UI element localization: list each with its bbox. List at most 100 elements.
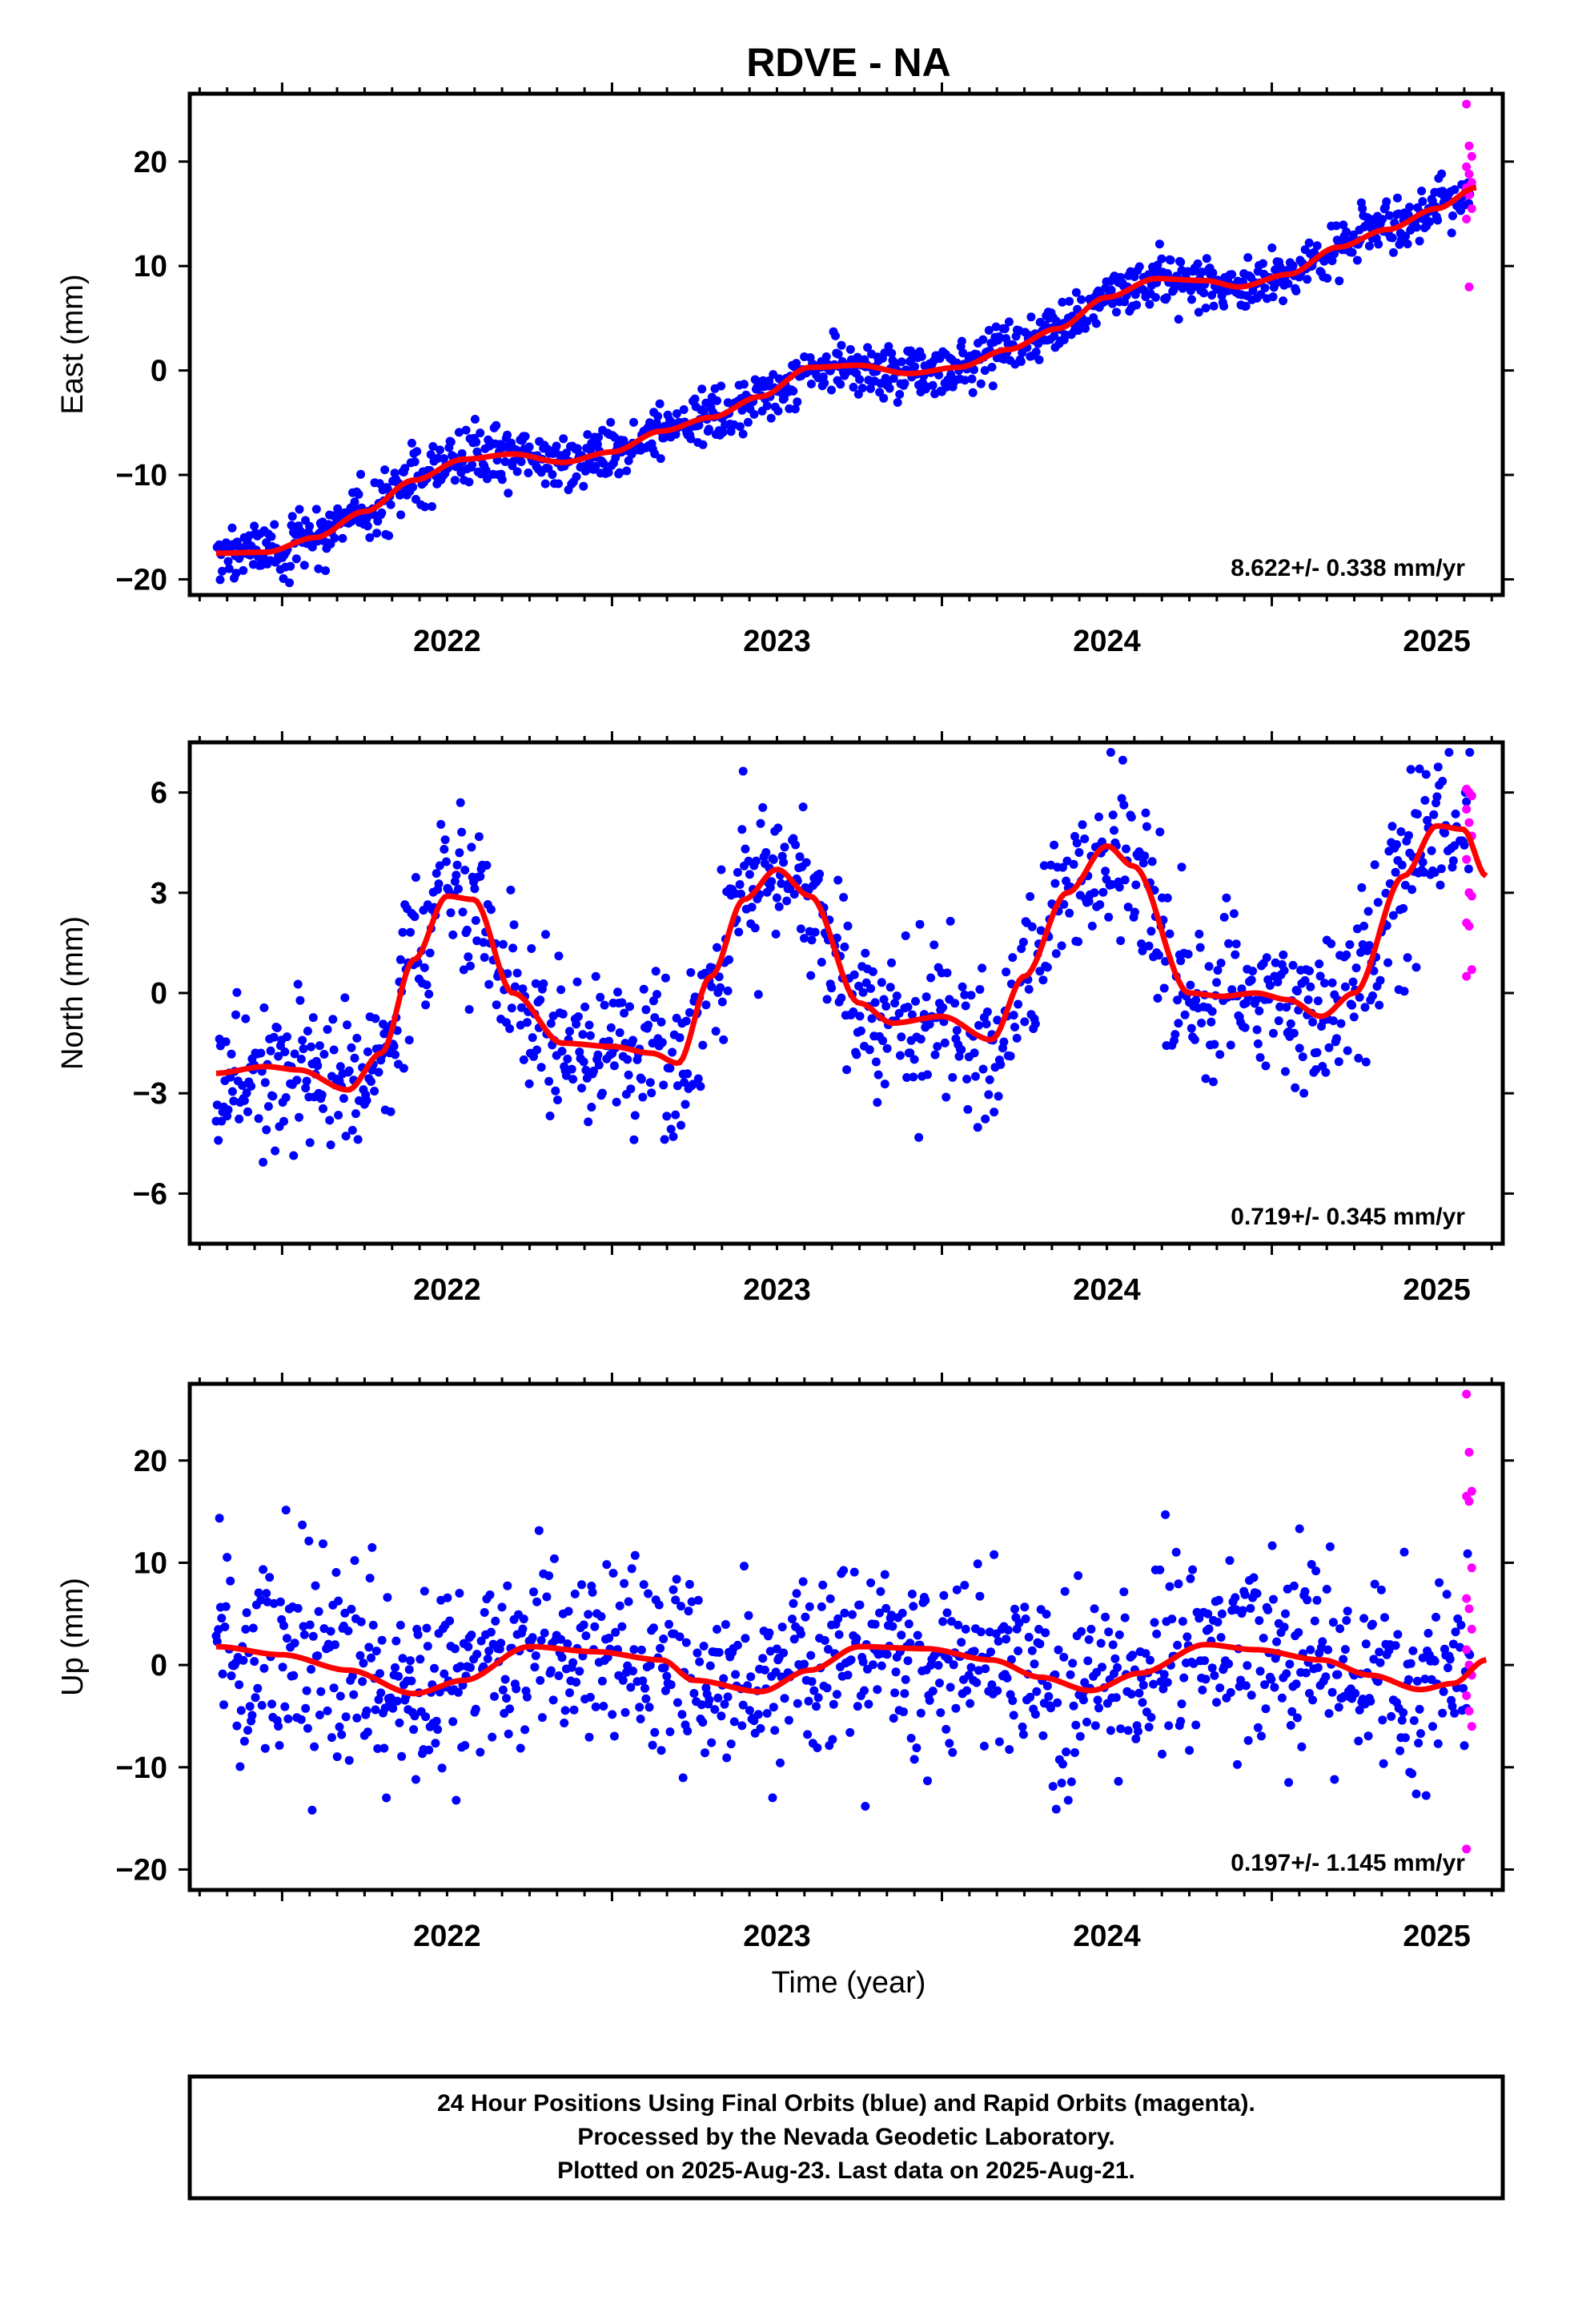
up-final-point [332, 1752, 342, 1762]
north-final-point [1126, 812, 1136, 822]
north-rapid-point [1467, 791, 1476, 801]
north-final-point [343, 1020, 351, 1030]
north-final-point [325, 1116, 335, 1125]
north-final-point [600, 1000, 609, 1010]
north-final-point [771, 929, 781, 939]
up-final-point [239, 1736, 249, 1746]
up-final-point [1321, 1672, 1331, 1682]
north-final-point [902, 1073, 912, 1082]
north-final-point [946, 916, 955, 926]
east-final-point [1209, 301, 1219, 311]
up-final-point [1141, 1649, 1150, 1659]
north-final-point [509, 920, 519, 930]
up-final-point [588, 1587, 597, 1597]
up-final-point [413, 1630, 423, 1639]
up-final-point [1030, 1659, 1039, 1669]
up-final-point [1355, 1705, 1364, 1715]
east-final-point [833, 349, 843, 359]
up-final-point [928, 1687, 938, 1696]
up-final-point [1090, 1721, 1100, 1731]
up-final-point [662, 1671, 672, 1681]
north-final-point [410, 912, 420, 922]
up-final-point [608, 1710, 617, 1719]
east-final-point [512, 467, 522, 476]
up-final-point [1267, 1675, 1276, 1684]
east-final-point [1323, 274, 1332, 283]
up-final-point [1185, 1746, 1195, 1755]
east-final-point [1241, 301, 1251, 311]
up-final-point [314, 1606, 323, 1616]
east-final-point [592, 440, 602, 449]
east-final-point [1058, 297, 1067, 307]
up-final-point [410, 1711, 420, 1721]
north-final-point [1342, 950, 1351, 959]
up-final-point [758, 1654, 768, 1663]
north-final-point [299, 1044, 308, 1054]
up-final-point [383, 1593, 392, 1602]
up-final-point [308, 1631, 318, 1641]
east-frame [187, 91, 1505, 597]
north-final-point [269, 1032, 279, 1042]
up-final-point [1216, 1633, 1226, 1642]
up-final-point [1014, 1618, 1024, 1628]
up-final-point [1303, 1595, 1312, 1605]
north-final-point [1116, 936, 1126, 946]
up-final-point [217, 1614, 227, 1623]
up-final-point [818, 1580, 828, 1590]
north-final-point [448, 930, 458, 939]
up-final-point [304, 1536, 314, 1546]
up-final-point [765, 1628, 774, 1638]
north-final-point [1118, 755, 1127, 765]
east-final-point [483, 474, 492, 484]
up-final-point [1077, 1626, 1086, 1636]
up-final-point [659, 1634, 669, 1643]
up-final-point [1305, 1689, 1314, 1698]
north-final-point [557, 1047, 567, 1056]
up-final-point [371, 1647, 381, 1656]
east-final-point [1199, 288, 1209, 298]
up-final-point [1442, 1590, 1452, 1599]
north-final-point [1295, 1043, 1304, 1053]
east-final-point [1150, 292, 1160, 302]
up-final-point [248, 1623, 258, 1633]
east-final-point [356, 469, 365, 479]
up-final-point [1257, 1731, 1266, 1741]
north-final-point [1354, 1053, 1363, 1063]
up-final-point [485, 1590, 495, 1599]
north-final-point [541, 930, 550, 939]
east-final-point [671, 429, 681, 439]
north-final-point [982, 1019, 991, 1029]
up-final-point [852, 1634, 861, 1643]
east-final-point [686, 434, 696, 444]
north-final-point [1176, 956, 1186, 966]
up-final-point [1009, 1711, 1018, 1720]
up-rapid-point [1464, 1448, 1474, 1457]
north-final-point [1095, 900, 1105, 910]
up-final-point [1238, 1606, 1247, 1615]
north-final-point [498, 939, 508, 949]
north-final-point [442, 857, 451, 866]
north-rapid-point [1467, 891, 1476, 901]
north-final-point [589, 1066, 598, 1076]
up-final-point [644, 1703, 654, 1712]
up-final-point [1174, 1579, 1183, 1589]
east-final-point [239, 565, 248, 575]
north-final-point [796, 924, 805, 934]
north-final-point [716, 983, 725, 992]
north-final-point [665, 1063, 675, 1073]
north-final-point [1154, 951, 1163, 960]
up-final-point [756, 1723, 765, 1733]
north-final-point [624, 1070, 633, 1080]
up-final-point [1243, 1661, 1252, 1671]
up-final-point [1311, 1566, 1321, 1576]
up-final-point [1451, 1627, 1460, 1637]
east-final-point [897, 357, 906, 367]
up-final-point [1021, 1614, 1030, 1623]
north-final-point [340, 993, 350, 1003]
east-ylabel: East (mm) [56, 274, 90, 414]
north-final-point [940, 1038, 950, 1047]
up-final-point [626, 1683, 636, 1692]
north-final-point [235, 1114, 244, 1124]
north-final-point [962, 1075, 972, 1084]
up-final-point [245, 1702, 255, 1711]
